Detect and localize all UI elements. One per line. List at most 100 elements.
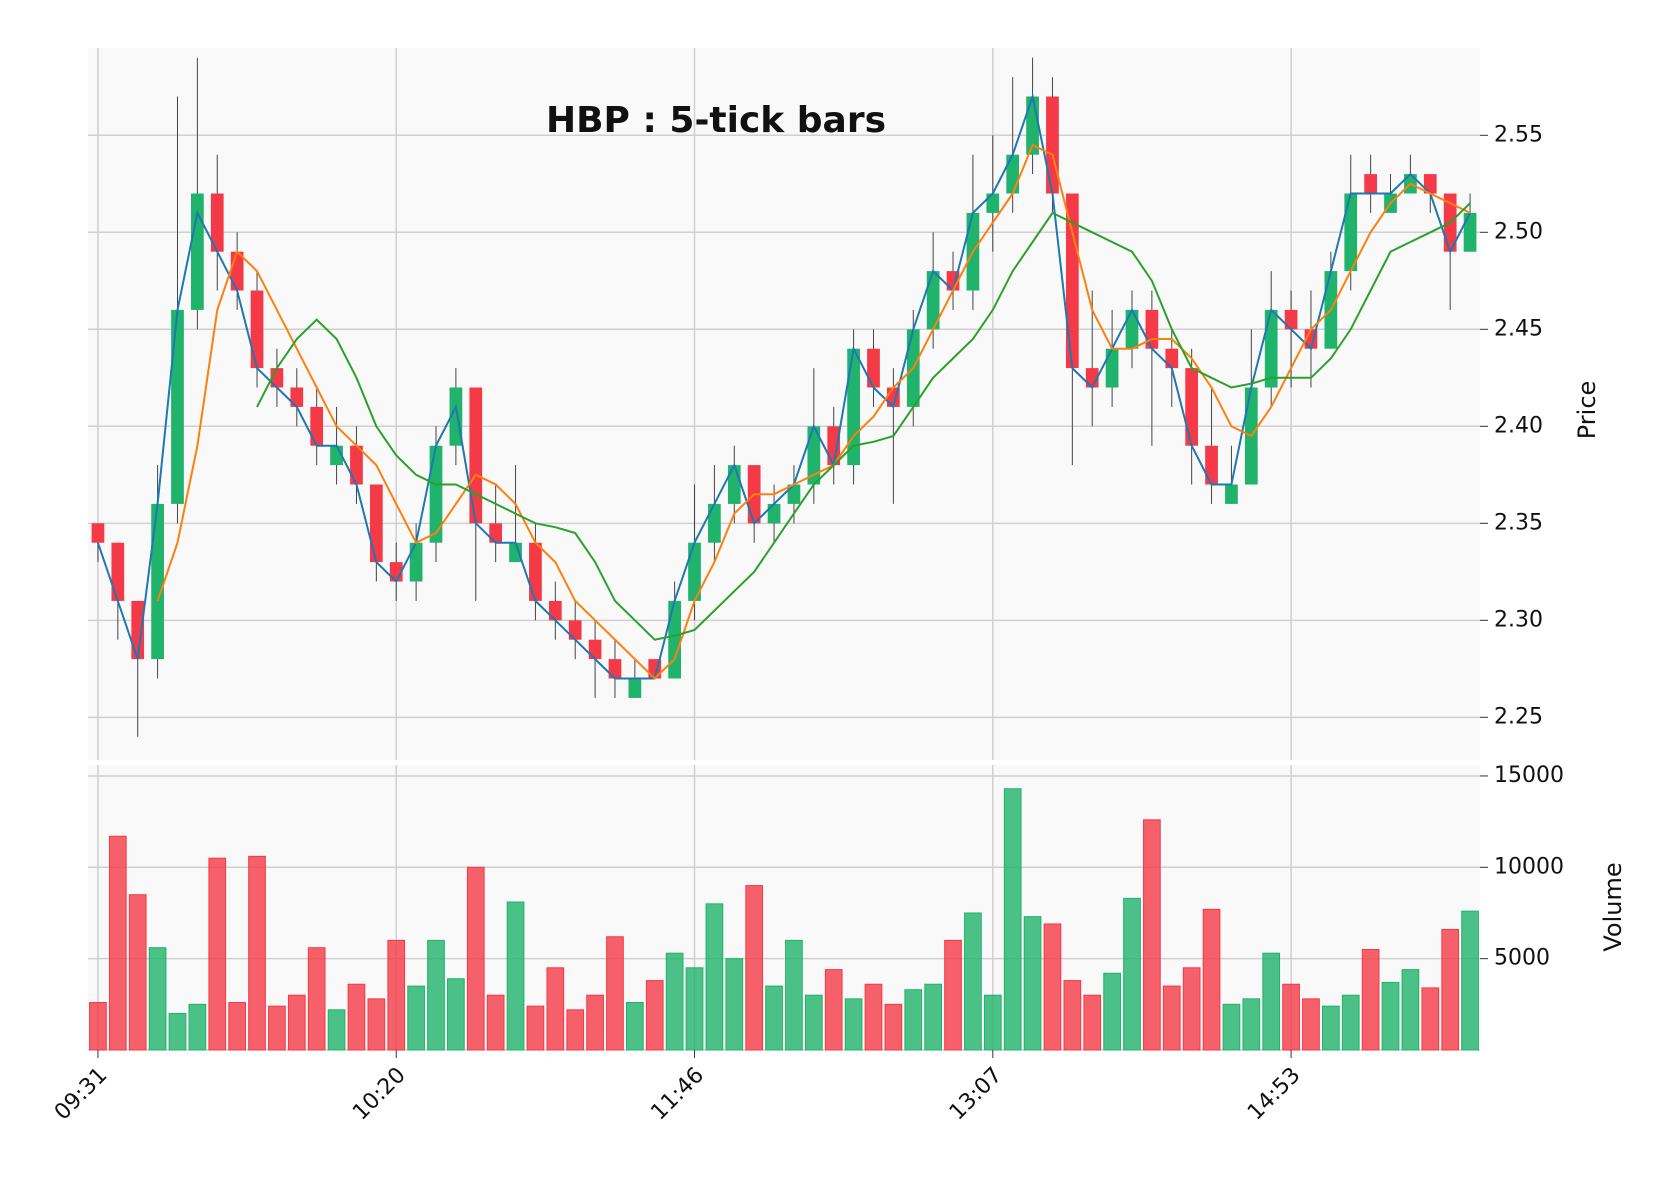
candle-body	[986, 193, 1000, 213]
x-tick-label: 10:20	[348, 1063, 411, 1126]
y-tick-label: 5000	[1494, 946, 1550, 971]
candle-body	[310, 406, 324, 446]
y-tick-label: 2.25	[1494, 704, 1543, 729]
candle-body	[111, 542, 125, 601]
volume-bar	[347, 983, 366, 1051]
candle-body	[1105, 348, 1119, 388]
volume-bar	[1242, 998, 1261, 1051]
volume-bar	[1003, 788, 1022, 1051]
candle-body	[350, 445, 363, 485]
volume-bar	[486, 994, 505, 1051]
marks	[89, 57, 1479, 1051]
volume-bar	[765, 985, 783, 1051]
volume-bar	[1162, 985, 1181, 1051]
volume-bar	[108, 835, 127, 1051]
volume-bar	[1043, 923, 1062, 1051]
volume-bar	[1302, 998, 1320, 1051]
volume-bar	[626, 1002, 644, 1051]
volume-bar	[844, 998, 863, 1051]
y-tick-label: 2.40	[1494, 413, 1543, 438]
y-tick-label: 2.55	[1494, 122, 1543, 147]
volume-bar	[1023, 916, 1042, 1051]
volume-bar	[1441, 928, 1460, 1051]
volume-bar	[208, 857, 227, 1051]
candle-body	[708, 503, 721, 543]
candle-body	[688, 542, 701, 601]
candle-body	[409, 542, 423, 582]
volume-bar	[1401, 969, 1420, 1051]
volume-bar	[248, 855, 266, 1051]
candle-body	[926, 271, 940, 330]
volume-bar	[1461, 910, 1479, 1051]
candle-body	[727, 465, 741, 504]
moving-average-line	[256, 202, 1471, 641]
volume-bar	[367, 998, 386, 1051]
volume-bar	[427, 939, 445, 1051]
volume-bar	[566, 1009, 585, 1051]
volume-bar	[606, 936, 624, 1051]
candle-body	[250, 290, 264, 369]
volume-bar	[804, 994, 823, 1051]
candle-body	[151, 503, 164, 660]
candle-body	[469, 387, 483, 524]
x-tick-label: 11:46	[646, 1063, 709, 1126]
candle-body	[807, 426, 821, 485]
candle-body	[1463, 212, 1477, 252]
candle-body	[1125, 309, 1139, 349]
volume-axis-label: Volume	[1599, 862, 1627, 951]
volume-bar	[964, 912, 982, 1051]
volume-bar	[785, 939, 803, 1051]
candle-body	[1225, 484, 1238, 504]
volume-bar	[168, 1012, 187, 1051]
volume-bar	[1063, 980, 1082, 1051]
candle-body	[847, 348, 860, 466]
volume-bar	[1322, 1005, 1340, 1051]
volume-bar	[89, 1002, 107, 1051]
moving-average-line	[156, 143, 1471, 680]
y-tick-label: 2.50	[1494, 219, 1543, 244]
candle-body	[131, 600, 145, 660]
candle-body	[1284, 309, 1298, 330]
volume-bar	[1143, 819, 1161, 1051]
candle-body	[1006, 154, 1020, 194]
candle-body	[290, 387, 304, 407]
x-tick-label: 14:53	[1243, 1063, 1306, 1126]
candle-body	[529, 542, 542, 601]
candle-body	[628, 678, 642, 698]
volume-bar	[1282, 983, 1300, 1051]
y-tick-label: 2.30	[1494, 607, 1543, 632]
candle-body	[1065, 193, 1079, 369]
volume-bar	[725, 958, 744, 1051]
volume-bar	[1182, 967, 1201, 1051]
y-tick-label: 15000	[1494, 763, 1564, 788]
volume-bar	[586, 994, 604, 1051]
volume-bar	[1421, 987, 1440, 1051]
candle-body	[1344, 193, 1358, 272]
volume-bar	[983, 994, 1002, 1051]
candle-body	[827, 426, 841, 466]
volume-bar	[1381, 981, 1400, 1051]
candle-body	[369, 484, 383, 563]
volume-bar	[1202, 908, 1221, 1051]
volume-bar	[944, 939, 962, 1051]
candle-body	[509, 542, 522, 563]
volume-bar	[506, 901, 525, 1051]
candle-body	[1185, 368, 1199, 446]
candle-body	[1423, 174, 1437, 194]
candle-body	[489, 523, 503, 543]
volume-bar	[924, 983, 942, 1051]
candle-body	[1046, 96, 1059, 194]
candle-body	[1165, 348, 1179, 369]
candle-body	[1264, 309, 1278, 388]
y-tick-label: 2.45	[1494, 316, 1543, 341]
candle-body	[1205, 445, 1218, 485]
candle-body	[91, 523, 105, 543]
x-tick-label: 13:07	[945, 1063, 1008, 1126]
volume-bar	[645, 980, 664, 1051]
volume-bar	[447, 978, 465, 1051]
volume-bar	[307, 947, 326, 1051]
volume-bar	[1083, 994, 1102, 1051]
y-tick-label: 2.35	[1494, 510, 1543, 535]
candle-body	[548, 600, 562, 621]
